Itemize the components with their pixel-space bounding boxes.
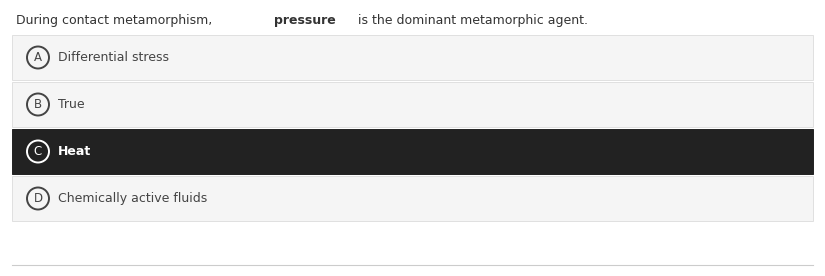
Text: Heat: Heat: [58, 145, 92, 158]
Text: C: C: [34, 145, 42, 158]
Text: Chemically active fluids: Chemically active fluids: [58, 192, 207, 205]
Text: pressure: pressure: [275, 14, 336, 27]
Bar: [12, 82, 813, 127]
Text: Differential stress: Differential stress: [58, 51, 169, 64]
Text: D: D: [34, 192, 43, 205]
Text: is the dominant metamorphic agent.: is the dominant metamorphic agent.: [354, 14, 588, 27]
Bar: [12, 176, 813, 221]
Text: B: B: [34, 98, 42, 111]
Bar: [12, 35, 813, 80]
Text: A: A: [34, 51, 42, 64]
Text: True: True: [58, 98, 85, 111]
Bar: [12, 129, 813, 174]
Text: During contact metamorphism,: During contact metamorphism,: [16, 14, 216, 27]
